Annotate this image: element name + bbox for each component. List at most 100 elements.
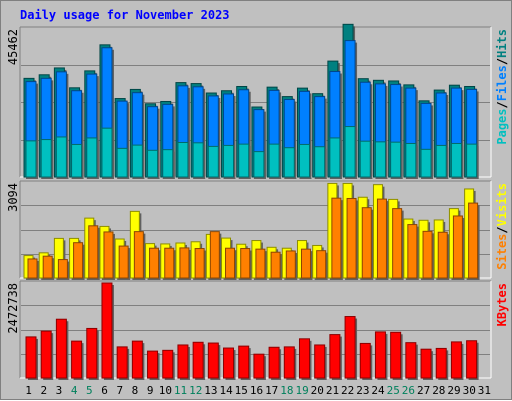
bar-kbytes (450, 341, 464, 380)
bar-pages (359, 140, 373, 179)
bar-sites-fill (468, 202, 479, 279)
bar-pages (420, 148, 434, 179)
bar-pages (131, 144, 145, 179)
bar-kbytes-fill (25, 336, 37, 379)
bar-sites (376, 198, 389, 280)
bar-sites-fill (331, 197, 342, 279)
axis-max-label: 45462 (6, 29, 20, 65)
x-tick-label: 28 (432, 384, 445, 397)
bar-kbytes (147, 350, 160, 380)
x-tick-label: 12 (189, 384, 202, 397)
x-tick-label: 13 (204, 384, 217, 397)
bar-pages (329, 137, 342, 179)
bar-sites (346, 197, 359, 280)
x-tick-label: 19 (295, 384, 308, 397)
bar-kbytes-fill (344, 316, 356, 379)
legend-separator: / (495, 101, 509, 108)
bar-kbytes (268, 346, 282, 380)
bar-kbytes (329, 334, 342, 380)
x-tick-label: 7 (116, 384, 123, 397)
bar-kbytes (71, 340, 84, 380)
bar-kbytes-fill (420, 348, 432, 379)
bar-pages-fill (435, 144, 447, 178)
bar-pages-fill (374, 141, 386, 178)
legend-sites: Sites (495, 234, 509, 270)
bar-kbytes (466, 340, 479, 380)
x-tick-label: 26 (402, 384, 415, 397)
x-tick-label: 3 (56, 384, 63, 397)
bar-sites (149, 247, 161, 280)
bar-kbytes-fill (329, 334, 341, 379)
bar-sites-fill (407, 224, 418, 279)
x-tick-label: 30 (463, 384, 476, 397)
x-tick-label: 8 (132, 384, 139, 397)
bar-sites-fill (270, 251, 281, 279)
chart-title: Daily usage for November 2023 (20, 8, 230, 22)
bar-sites (407, 224, 419, 280)
legend-separator: / (495, 226, 509, 233)
bar-sites (270, 251, 283, 280)
bar-pages (314, 146, 327, 179)
bar-kbytes-fill (405, 342, 417, 379)
bar-kbytes (374, 331, 388, 380)
bar-kbytes (283, 346, 297, 380)
bar-sites (285, 250, 298, 280)
bar-pages (298, 143, 312, 179)
bar-pages-fill (147, 149, 159, 178)
bar-sites-fill (73, 242, 84, 279)
x-tick-label: 9 (147, 384, 154, 397)
legend-kbytes: KBytes (495, 283, 509, 326)
bar-sites-fill (255, 248, 266, 279)
bar-sites (88, 225, 100, 280)
bar-kbytes-fill (314, 344, 326, 379)
x-tick-label: 4 (71, 384, 78, 397)
bar-sites (57, 259, 70, 280)
bar-sites-fill (27, 258, 38, 279)
bar-pages (162, 149, 175, 179)
bar-sites (133, 231, 146, 280)
bar-pages-fill (207, 145, 219, 178)
legend-visits: Visits (495, 183, 509, 226)
bar-sites (118, 245, 131, 280)
x-tick-label: 11 (174, 384, 187, 397)
bar-sites (240, 248, 252, 280)
bar-pages-fill (466, 143, 478, 178)
bar-sites-fill (452, 215, 463, 279)
bar-sites-fill (103, 231, 114, 279)
legend-files: Files (495, 65, 509, 101)
bar-sites (331, 197, 343, 280)
bar-sites (103, 231, 115, 280)
bar-kbytes (101, 282, 114, 380)
bar-kbytes-fill (71, 340, 83, 379)
bar-pages (55, 136, 69, 179)
bar-sites (225, 247, 237, 280)
bar-sites (422, 230, 435, 280)
bar-kbytes (390, 331, 403, 380)
bar-pages-fill (101, 127, 113, 178)
bar-sites-fill (209, 231, 220, 279)
x-tick-label: 1 (25, 384, 32, 397)
bar-pages-fill (86, 137, 98, 178)
bar-kbytes-fill (359, 342, 371, 379)
bar-sites-fill (240, 248, 251, 279)
bar-kbytes (86, 327, 99, 380)
bar-pages-fill (116, 147, 128, 178)
x-tick-label: 27 (417, 384, 430, 397)
axis-max-label: 3094 (6, 183, 20, 212)
bar-kbytes (192, 341, 206, 380)
bar-pages (86, 137, 99, 179)
bar-sites (392, 208, 404, 280)
bar-kbytes-fill (207, 342, 219, 379)
bar-kbytes (435, 347, 449, 380)
bar-kbytes (238, 345, 251, 380)
bar-sites (361, 207, 374, 280)
bar-pages-fill (253, 151, 265, 178)
bar-sites (179, 247, 191, 280)
bar-sites-fill (300, 248, 311, 279)
bar-pages-fill (283, 147, 295, 178)
bar-sites-fill (346, 197, 357, 279)
bar-pages (71, 143, 84, 179)
bar-kbytes (177, 344, 190, 380)
bar-sites-fill (118, 245, 129, 279)
